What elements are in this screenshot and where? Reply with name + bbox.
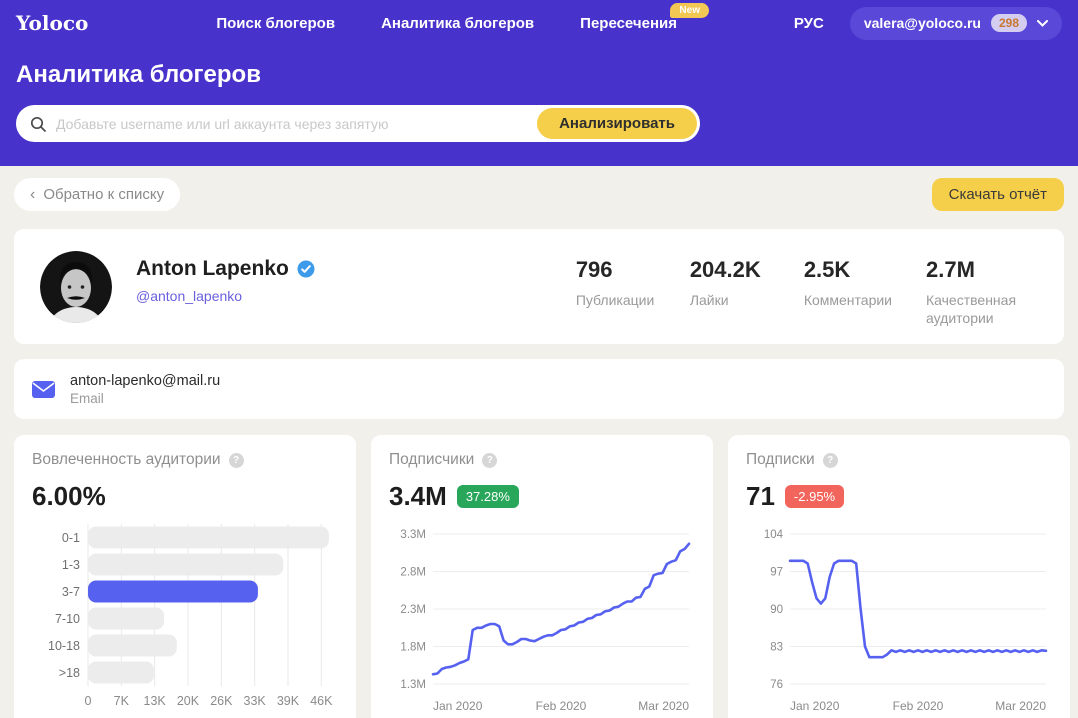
email-block: anton-lapenko@mail.ru Email [70,373,220,406]
back-button[interactable]: ‹ Обратно к списку [14,178,181,211]
profile-handle-link[interactable]: @anton_lapenko [136,288,243,304]
nav-right: РУС valera@yoloco.ru 298 [793,6,1062,40]
svg-text:Mar 2020: Mar 2020 [638,699,689,713]
svg-text:26K: 26K [210,694,233,708]
svg-text:Jan 2020: Jan 2020 [433,699,483,713]
svg-text:1.3M: 1.3M [400,679,426,691]
main-content: ‹ Обратно к списку Скачать отчёт Anton L… [0,166,1078,718]
download-report-button[interactable]: Скачать отчёт [931,178,1064,211]
svg-text:3.3M: 3.3M [400,529,426,541]
svg-text:Feb 2020: Feb 2020 [536,699,587,713]
svg-text:2.3M: 2.3M [400,604,426,616]
logo[interactable]: Yoloco [16,11,89,35]
svg-text:3-7: 3-7 [62,585,80,599]
toolbar: ‹ Обратно к списку Скачать отчёт [14,178,1064,211]
profile-card: Anton Lapenko @anton_lapenko 796 Публика… [14,229,1064,344]
svg-text:83: 83 [770,642,783,654]
svg-text:97: 97 [770,567,783,579]
page-title: Аналитика блогеров [16,61,261,88]
followers-change-badge: 37.28% [456,485,519,508]
svg-text:39K: 39K [277,694,300,708]
account-menu[interactable]: valera@yoloco.ru 298 [849,6,1062,40]
stat-label: Лайки [689,292,729,308]
envelope-icon [32,380,55,398]
svg-text:10-18: 10-18 [48,639,80,653]
chevron-left-icon: ‹ [30,185,36,203]
profile-identity: Anton Lapenko @anton_lapenko [136,251,315,306]
svg-text:90: 90 [770,604,783,616]
following-value: 71 [746,481,775,511]
engagement-value: 6.00% [32,481,106,511]
hero-section: Аналитика блогеров Анализировать [0,46,1078,166]
svg-text:>18: >18 [59,666,80,680]
svg-text:76: 76 [770,679,783,691]
following-line-chart: 76 83 90 97 104 Jan 2020 Feb 2020 Mar 2020 [746,522,1054,718]
svg-text:13K: 13K [144,694,167,708]
help-icon[interactable]: ? [822,452,838,468]
followers-value: 3.4M [389,481,447,511]
nav-item-intersections[interactable]: Пересечения New [580,2,709,32]
account-count-badge: 298 [990,14,1027,32]
email-value: anton-lapenko@mail.ru [70,372,221,389]
nav-item-blogger-analytics[interactable]: Аналитика блогеров [381,14,535,32]
search-bar: Анализировать [16,105,700,142]
svg-text:2.8M: 2.8M [400,567,426,579]
account-email: valera@yoloco.ru [863,15,981,31]
verified-icon [297,260,315,278]
stat-publications: 796 Публикации [576,257,656,327]
following-title: Подписки [746,451,815,468]
new-badge: New [670,2,709,18]
email-label: Email [70,390,104,406]
engagement-card: Вовлеченность аудитории ? 6.00% 0-1 1-3 3-… [14,435,356,718]
svg-text:1.8M: 1.8M [400,642,426,654]
nav-item-label: Пересечения [580,14,677,32]
stat-label: Качественная аудитории [926,292,1017,326]
chevron-down-icon [1037,19,1048,27]
stat-value: 204.2K [689,257,761,282]
followers-card: Подписчики ? 3.4M 37.28% 1.3M 1.8M 2.3M 2.8… [371,435,713,718]
engagement-bar-chart: 0-1 1-3 3-7 7-10 10-18 >18 0 7K 13K 20K 26K 33K 39K 4… [32,522,340,717]
svg-text:Mar 2020: Mar 2020 [995,699,1046,713]
language-switcher[interactable]: РУС [793,14,824,32]
svg-text:Feb 2020: Feb 2020 [893,699,944,713]
search-icon [30,116,46,132]
back-button-label: Обратно к списку [43,186,165,203]
stat-value: 796 [575,257,613,282]
nav-item-search-bloggers[interactable]: Поиск блогеров [216,14,336,32]
top-nav: Yoloco Поиск блогеров Аналитика блогеров… [0,0,1078,46]
stat-label: Комментарии [803,292,892,308]
engagement-title: Вовлеченность аудитории [32,451,221,468]
nav-menu: Поиск блогеров Аналитика блогеров Пересе… [216,2,709,32]
following-change-badge: -2.95% [784,485,845,508]
svg-text:20K: 20K [177,694,200,708]
help-icon[interactable]: ? [482,452,498,468]
svg-text:0: 0 [85,694,92,708]
search-input[interactable] [56,115,550,132]
svg-text:7-10: 7-10 [55,612,80,626]
email-card: anton-lapenko@mail.ru Email [14,359,1064,419]
stat-quality-audience: 2.7M Качественная аудитории [926,257,1038,327]
analyze-button[interactable]: Анализировать [537,108,697,139]
stat-value: 2.7M [926,257,975,282]
following-card: Подписки ? 71 -2.95% 76 83 90 97 104 Jan 2020… [728,435,1070,718]
svg-text:0-1: 0-1 [62,531,80,545]
avatar [40,251,112,323]
svg-text:33K: 33K [244,694,267,708]
stat-likes: 204.2K Лайки [690,257,770,327]
svg-text:1-3: 1-3 [62,558,80,572]
profile-stats: 796 Публикации 204.2K Лайки 2.5K Коммент… [576,251,1038,327]
help-icon[interactable]: ? [228,452,244,468]
stat-comments: 2.5K Комментарии [804,257,892,327]
followers-title: Подписчики [389,451,475,468]
svg-text:104: 104 [764,529,784,541]
charts-row: Вовлеченность аудитории ? 6.00% 0-1 1-3 3-… [14,435,1070,718]
svg-text:Jan 2020: Jan 2020 [790,699,840,713]
profile-name: Anton Lapenko [136,257,289,280]
svg-text:7K: 7K [114,694,130,708]
stat-label: Публикации [575,292,655,308]
stat-value: 2.5K [803,257,851,282]
followers-line-chart: 1.3M 1.8M 2.3M 2.8M 3.3M Jan 2020 Feb 2020 Mar … [389,522,697,718]
svg-text:46K: 46K [310,694,333,708]
